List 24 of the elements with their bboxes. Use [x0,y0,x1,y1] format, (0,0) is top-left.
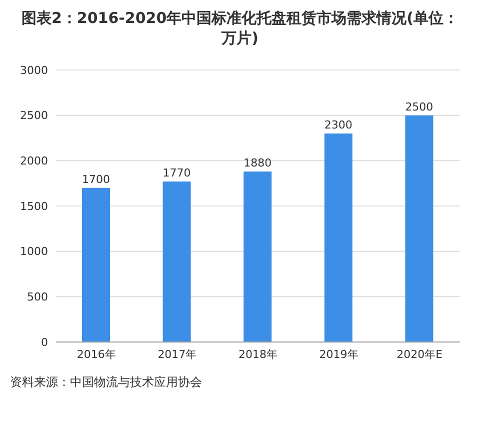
data-label: 1770 [162,166,191,180]
bar [405,115,434,342]
bar [324,133,352,342]
x-tick-label: 2016年 [76,348,116,361]
text: 资料来源：中国物流与技术应用协会 [9,374,203,391]
x-tick-label: 2018年 [238,348,278,361]
bar [162,182,191,342]
y-tick-label: 0 [41,336,48,349]
x-tick-label: 2020年E [396,348,443,361]
data-label: 1880 [244,156,272,170]
bar [244,172,272,342]
x-tick-label: 2017年 [158,348,197,361]
y-tick-label: 1000 [20,245,48,258]
data-label: 2300 [324,118,352,132]
y-tick-label: 2500 [20,109,48,122]
y-tick-label: 3000 [20,64,48,77]
chart-title: 图表2：2016-2020年中国标准化托盘租赁市场需求情况(单位：万片) [20,8,460,48]
data-label: 2500 [405,100,434,114]
x-tick-label: 2019年 [319,348,358,361]
bar [82,188,110,342]
data-label: 1700 [82,172,110,186]
y-tick-label: 500 [27,290,48,304]
y-tick-label: 2000 [20,154,48,168]
y-tick-label: 1500 [20,200,48,213]
